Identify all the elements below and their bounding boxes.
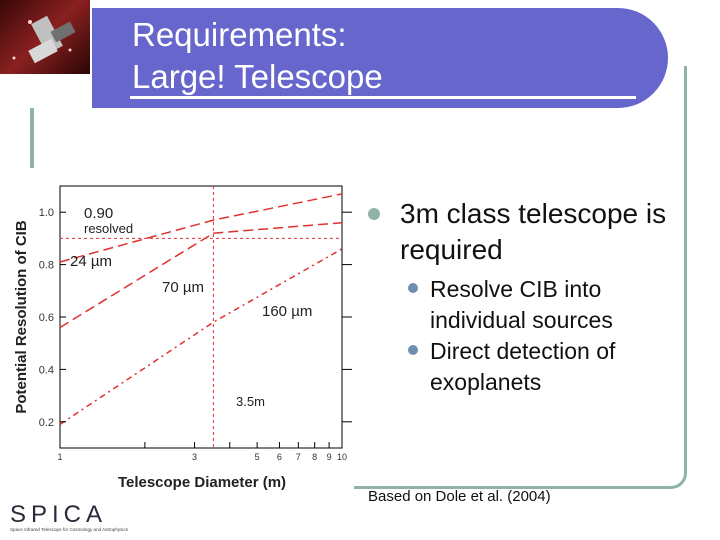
accent-line xyxy=(30,108,34,168)
bullet-dot-icon xyxy=(408,283,418,293)
resolved-threshold-value: 0.90 xyxy=(84,205,113,222)
title-underline xyxy=(130,96,636,99)
y-tick-label: 0.2 xyxy=(39,417,54,429)
x-axis-ticks: 1 3 5 6 7 8 9 10 xyxy=(57,442,347,462)
series-line-3 xyxy=(59,248,343,426)
main-bullet-text: 3m class telescope is required xyxy=(400,198,667,265)
diameter-reference-label: 3.5m xyxy=(236,394,265,409)
slide-title: Requirements: Large! Telescope xyxy=(132,14,383,98)
x-tick-label: 1 xyxy=(57,452,62,462)
x-tick-label: 10 xyxy=(337,452,347,462)
x-tick-label: 9 xyxy=(327,452,332,462)
series-label-160um: 160 µm xyxy=(262,303,312,320)
main-bullet: 3m class telescope is required xyxy=(366,196,686,268)
series-label-24um: 24 µm xyxy=(70,253,112,270)
y-axis-ticks: 0.2 0.4 0.6 0.8 1.0 xyxy=(39,207,66,429)
x-tick-label: 3 xyxy=(192,452,197,462)
reference-lines xyxy=(60,186,342,448)
telescope-thumbnail xyxy=(0,0,90,74)
x-tick-label: 8 xyxy=(312,452,317,462)
sub-bullet: Direct detection of exoplanets xyxy=(404,336,686,398)
title-line-1: Requirements: xyxy=(132,16,347,53)
title-line-2: Large! Telescope xyxy=(132,58,383,95)
sub-bullet-text: Resolve CIB into individual sources xyxy=(430,276,613,333)
logo-wordmark: SPICA xyxy=(10,501,107,528)
resolved-threshold-label: resolved xyxy=(84,221,133,236)
bullet-dot-icon xyxy=(408,345,418,355)
y-axis-label: Potential Resolution of CIB xyxy=(13,220,30,413)
bullet-dot-icon xyxy=(368,208,380,220)
y-tick-label: 0.4 xyxy=(39,364,54,376)
spica-logo: SPICA Space Infrared Telescope for Cosmo… xyxy=(10,500,130,534)
series-line-1 xyxy=(59,193,343,263)
series-line-2 xyxy=(59,221,343,329)
series-label-70um: 70 µm xyxy=(162,279,204,296)
sub-bullet: Resolve CIB into individual sources xyxy=(404,274,686,336)
x-axis-label: Telescope Diameter (m) xyxy=(118,474,286,491)
logo-tagline: Space Infrared Telescope for Cosmology a… xyxy=(10,527,129,532)
x-tick-label: 5 xyxy=(255,452,260,462)
title-bar xyxy=(92,8,668,108)
y-tick-label: 0.8 xyxy=(39,260,54,272)
x-tick-label: 6 xyxy=(277,452,282,462)
source-credit: Based on Dole et al. (2004) xyxy=(368,488,551,505)
sub-bullet-text: Direct detection of exoplanets xyxy=(430,338,616,395)
x-tick-label: 7 xyxy=(296,452,301,462)
right-side-ticks xyxy=(342,211,352,423)
series-lines xyxy=(59,193,343,426)
y-tick-label: 0.6 xyxy=(39,312,54,324)
content-frame xyxy=(354,66,687,489)
chart-svg: 0.2 0.4 0.6 0.8 1.0 1 3 5 6 7 8 9 10 Potential Reso… xyxy=(13,185,352,491)
bullet-list: 3m class telescope is required Resolve C… xyxy=(366,196,686,398)
y-tick-label: 1.0 xyxy=(39,207,54,219)
cib-resolution-chart: 0.2 0.4 0.6 0.8 1.0 1 3 5 6 7 8 9 10 Potential Reso… xyxy=(12,182,358,497)
